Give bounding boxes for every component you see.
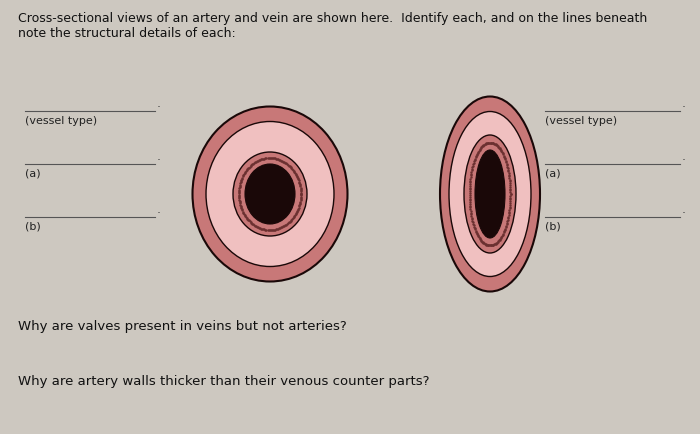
Text: Why are valves present in veins but not arteries?: Why are valves present in veins but not … [18,319,346,332]
Text: .: . [682,150,686,163]
Text: (vessel type): (vessel type) [545,116,617,126]
Text: (a): (a) [25,169,41,178]
Text: (a): (a) [545,169,561,178]
Text: Cross-sectional views of an artery and vein are shown here.  Identify each, and : Cross-sectional views of an artery and v… [18,12,648,40]
Ellipse shape [440,97,540,292]
Ellipse shape [449,112,531,277]
Text: .: . [157,150,161,163]
Ellipse shape [245,164,295,224]
Text: (b): (b) [25,221,41,231]
Text: (vessel type): (vessel type) [25,116,97,126]
Text: .: . [682,203,686,216]
Text: .: . [157,203,161,216]
Ellipse shape [464,136,516,253]
Ellipse shape [193,107,347,282]
Text: Why are artery walls thicker than their venous counter parts?: Why are artery walls thicker than their … [18,374,430,387]
Text: .: . [157,97,161,110]
Ellipse shape [206,122,334,267]
Ellipse shape [475,151,505,238]
Text: (b): (b) [545,221,561,231]
Text: .: . [682,97,686,110]
Ellipse shape [233,153,307,237]
